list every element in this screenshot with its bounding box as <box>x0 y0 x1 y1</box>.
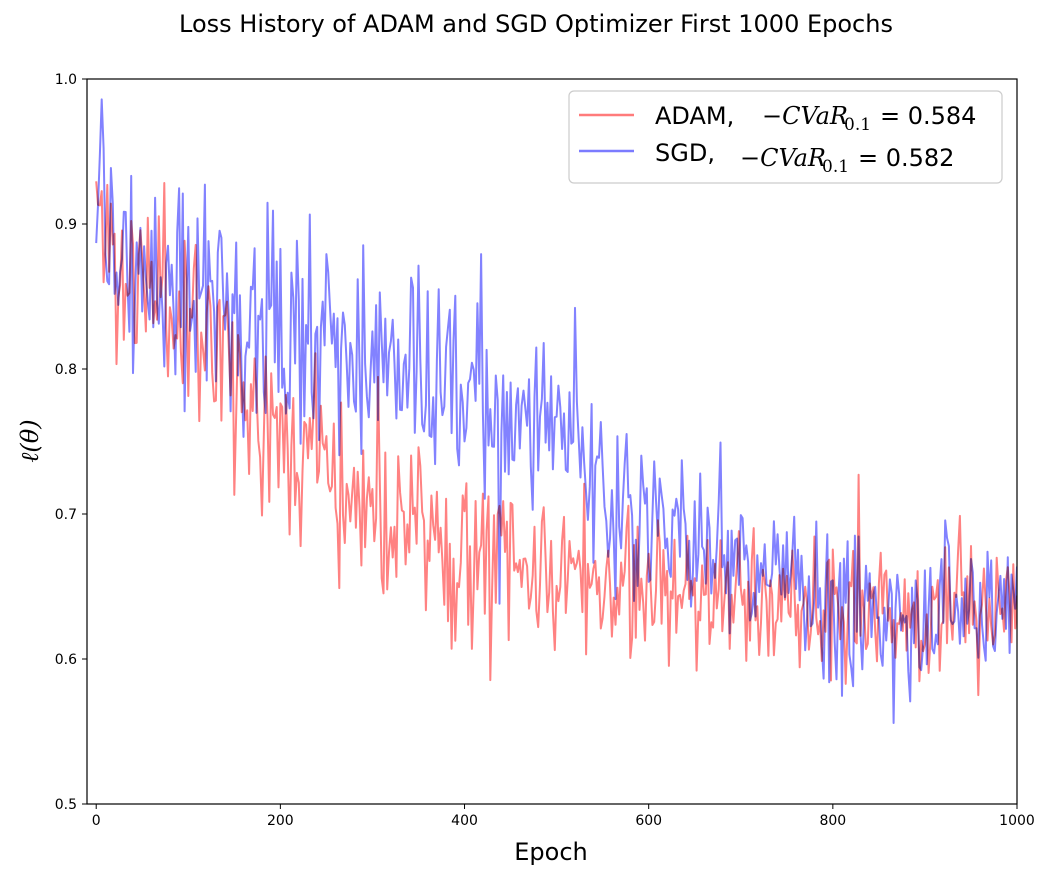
x-tick-label: 800 <box>819 813 846 829</box>
legend-box <box>568 90 1003 184</box>
y-tick-label: 0.5 <box>55 797 77 813</box>
series-line-adam <box>95 181 1017 697</box>
series-line-sgd <box>95 98 1017 724</box>
plot-frame <box>86 78 1018 805</box>
x-tick-label: 200 <box>267 813 294 829</box>
y-tick-label: 0.7 <box>55 507 77 523</box>
legend-cvar-subscript-sgd: 0.1 <box>822 157 849 177</box>
legend-entry-sgd: SGD, −CVaR 0.1 = 0.582 <box>579 139 954 177</box>
legend-cvar-subscript-adam: 0.1 <box>844 115 871 135</box>
x-tick-label: 1000 <box>999 813 1035 829</box>
y-tick-label: 0.9 <box>55 217 77 233</box>
y-axis-ticks: 0.5 0.6 0.7 0.8 0.9 1.0 <box>55 72 87 813</box>
series-layer <box>95 98 1017 724</box>
legend-label-adam: ADAM, <box>655 102 734 130</box>
x-tick-label: 400 <box>451 813 478 829</box>
legend-entry-adam: ADAM, −CVaR 0.1 = 0.584 <box>579 102 976 135</box>
legend-cvar-value-sgd: = 0.582 <box>858 144 954 172</box>
y-tick-label: 0.6 <box>55 652 77 668</box>
x-tick-label: 600 <box>635 813 662 829</box>
y-tick-label: 1.0 <box>55 72 77 88</box>
x-tick-label: 0 <box>92 813 101 829</box>
x-axis-ticks: 0 200 400 600 800 1000 <box>92 804 1035 829</box>
y-axis-label: ℓ(θ) <box>16 419 44 462</box>
legend-label-sgd: SGD, <box>655 139 715 167</box>
legend: ADAM, −CVaR 0.1 = 0.584 SGD, −CVaR 0.1 =… <box>568 90 1003 184</box>
x-axis-label: Epoch <box>514 838 588 866</box>
legend-cvar-value-adam: = 0.584 <box>880 102 976 130</box>
chart-title: Loss History of ADAM and SGD Optimizer F… <box>179 10 893 38</box>
legend-cvar-adam: −CVaR <box>762 102 848 130</box>
y-tick-label: 0.8 <box>55 362 77 378</box>
legend-cvar-sgd: −CVaR <box>740 144 826 172</box>
